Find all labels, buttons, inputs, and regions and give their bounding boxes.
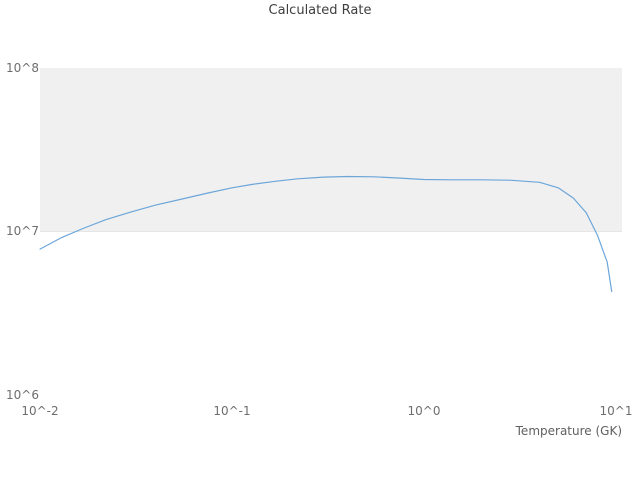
x-tick-1e-2: 10^-2 — [21, 404, 59, 418]
x-tick-1e-1: 10^-1 — [213, 404, 251, 418]
rate-line-series — [39, 175, 613, 292]
y-tick-1e8: 10^8 — [6, 61, 39, 75]
x-tick-1e0: 10^0 — [407, 404, 441, 418]
y-tick-1e6: 10^6 — [6, 388, 39, 402]
x-tick-1e1: 10^1 — [599, 404, 633, 418]
decade-band — [40, 68, 622, 232]
chart-title: Calculated Rate — [268, 3, 372, 18]
x-axis-label: Temperature (GK) — [515, 424, 622, 438]
y-tick-1e7: 10^7 — [6, 224, 39, 238]
